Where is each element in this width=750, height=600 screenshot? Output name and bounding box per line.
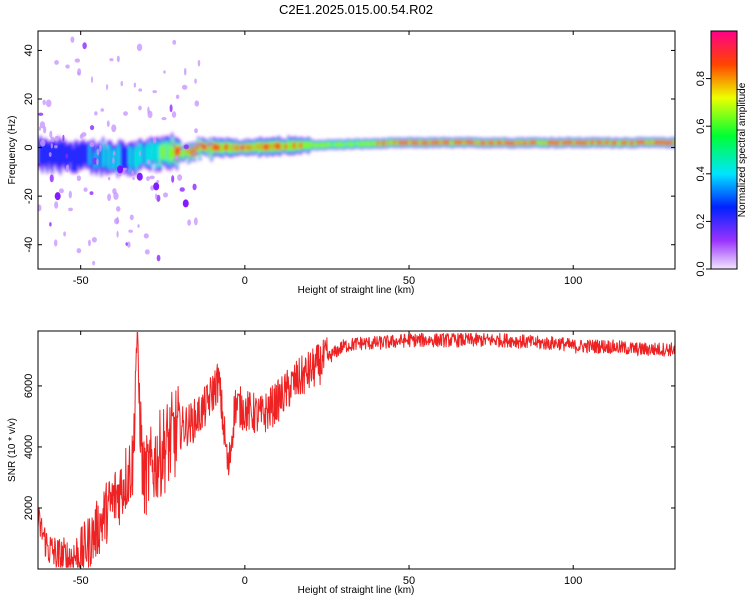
snr-y-tick-label: 4000 (23, 435, 35, 459)
heatmap-x-tick-label: 100 (564, 275, 582, 287)
heatmap-y-tick-label: -20 (23, 188, 35, 204)
heatmap-x-axis-label: Height of straight line (km) (298, 285, 415, 296)
snr-y-tick-label: 6000 (23, 374, 35, 398)
snr-x-axis-label: Height of straight line (km) (298, 585, 415, 596)
snr-y-ticks: 2000 4000 6000 (23, 374, 675, 521)
colorbar-tick-label: 0.8 (695, 71, 707, 86)
page-title: C2E1.2025.015.00.54.R02 (279, 2, 433, 17)
heatmap-x-tick-label: 0 (242, 275, 248, 287)
colorbar-ticks: 0.0 0.2 0.4 0.6 0.8 (695, 71, 711, 277)
colorbar-tick-label: 0.4 (695, 166, 707, 181)
snr-x-tick-label: -50 (73, 575, 89, 587)
colorbar-tick-label: 0.0 (695, 261, 707, 276)
snr-y-axis-label: SNR (10 * v/v) (7, 418, 18, 482)
colorbar: 0.0 0.2 0.4 0.6 0.8 Normalized spectral ampl… (695, 31, 748, 277)
snr-x-tick-label: 0 (242, 575, 248, 587)
heatmap-y-tick-label: 40 (23, 44, 35, 56)
heatmap-ridge (38, 132, 677, 178)
snr-series-line (38, 333, 675, 568)
colorbar-label: Normalized spectral amplitude (737, 82, 748, 217)
colorbar-gradient (711, 31, 737, 269)
heatmap-y-tick-label: -40 (23, 237, 35, 253)
heatmap-x-tick-label: -50 (73, 275, 89, 287)
snr-x-tick-label: 100 (564, 575, 582, 587)
heatmap-y-tick-label: 0 (23, 145, 35, 151)
colorbar-tick-label: 0.2 (695, 214, 707, 229)
heatmap-y-axis-label: Frequency (Hz) (7, 116, 18, 185)
colorbar-tick-label: 0.6 (695, 119, 707, 134)
heatmap-y-tick-label: 20 (23, 93, 35, 105)
heatmap-image (36, 36, 677, 265)
snr-y-tick-label: 2000 (23, 496, 35, 520)
